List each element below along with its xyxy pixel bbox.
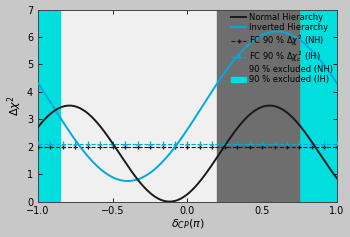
X-axis label: $\delta_{CP}(\pi)$: $\delta_{CP}(\pi)$ [170,218,204,232]
Y-axis label: $\Delta\chi^2$: $\Delta\chi^2$ [6,95,24,116]
Legend: Normal Hierarchy, Inverted Hierarchy, FC 90 % $\Delta\chi^2$ (NH), FC 90 % $\Del: Normal Hierarchy, Inverted Hierarchy, FC… [230,11,335,86]
Bar [300,9,337,202]
Bar [38,9,61,202]
Bar [217,9,300,202]
